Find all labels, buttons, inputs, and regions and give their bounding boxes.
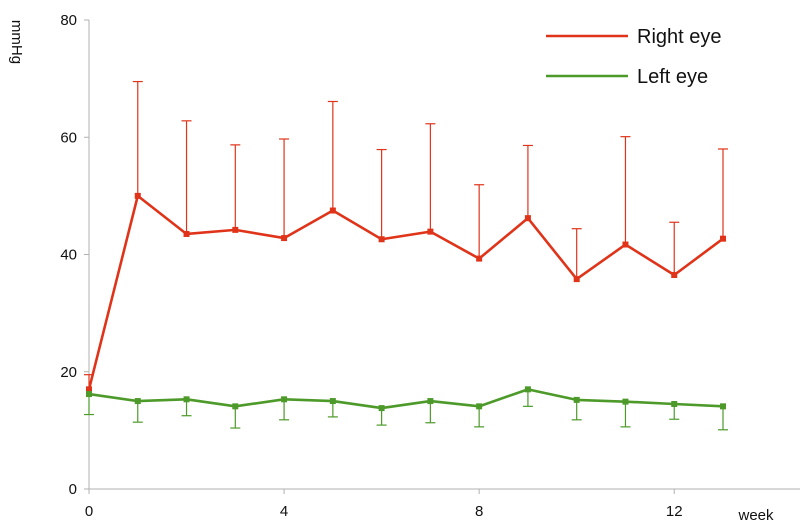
data-point-left-eye [378, 405, 385, 412]
data-point-right-eye [720, 235, 726, 242]
data-point-left-eye [524, 386, 531, 393]
x-tick-label: 0 [85, 503, 93, 520]
x-tick-label: 4 [280, 503, 288, 520]
x-tick-label: 8 [475, 503, 483, 520]
x-axis-label: week [737, 507, 774, 524]
y-tick-label: 0 [69, 481, 77, 498]
data-point-left-eye [86, 391, 92, 398]
data-point-right-eye [183, 230, 190, 237]
data-point-right-eye [622, 241, 629, 248]
legend: Right eye Left eye [546, 26, 722, 88]
data-point-left-eye [573, 396, 580, 403]
data-point-right-eye [427, 228, 434, 235]
data-point-right-eye [86, 386, 92, 393]
data-point-right-eye [329, 207, 336, 214]
y-tick-label: 80 [60, 12, 77, 29]
legend-label-left-eye: Left eye [637, 66, 708, 88]
x-tick-label: 12 [666, 503, 683, 520]
data-point-left-eye [427, 398, 434, 405]
data-point-left-eye [476, 403, 483, 410]
series-line-right-eye [87, 194, 724, 390]
data-point-right-eye [378, 236, 385, 243]
legend-label-right-eye: Right eye [637, 26, 722, 48]
data-point-right-eye [232, 226, 239, 233]
data-point-right-eye [524, 215, 531, 222]
data-point-right-eye [573, 276, 580, 283]
data-point-left-eye [720, 403, 726, 410]
data-point-right-eye [281, 235, 288, 242]
data-point-left-eye [183, 396, 190, 403]
ticks: 0 20 40 60 80 0 4 8 12 [60, 12, 682, 520]
axes [88, 20, 800, 490]
error-bars [84, 80, 728, 431]
data-point-left-eye [671, 400, 678, 407]
series-line-left-eye [88, 388, 724, 410]
data-point-left-eye [622, 398, 629, 405]
series-lines [86, 192, 726, 412]
y-axis-label: mmHg [8, 20, 25, 64]
y-tick-label: 40 [60, 247, 77, 264]
y-tick-label: 20 [60, 364, 77, 381]
data-point-right-eye [476, 255, 483, 262]
data-point-right-eye [134, 192, 141, 199]
data-point-left-eye [329, 398, 336, 405]
data-point-right-eye [671, 272, 678, 279]
data-point-left-eye [232, 403, 239, 410]
data-point-left-eye [281, 396, 288, 403]
y-tick-label: 60 [60, 129, 77, 146]
data-point-left-eye [134, 398, 141, 405]
